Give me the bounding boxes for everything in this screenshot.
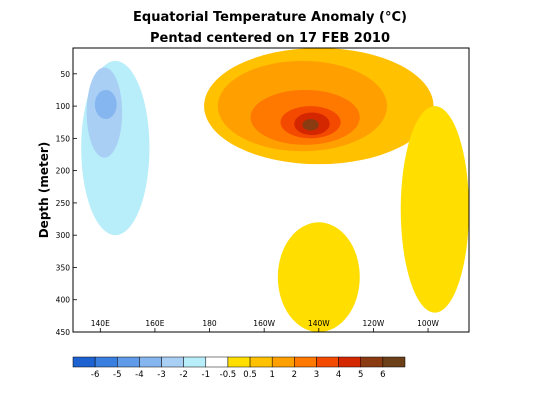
- colorbar-swatch: [382, 356, 406, 368]
- y-tick-label: 200: [56, 167, 71, 176]
- colorbar-swatch: [316, 356, 339, 368]
- plot-area: [72, 47, 470, 333]
- colorbar-label: 5: [358, 370, 363, 380]
- colorbar-swatch: [294, 356, 317, 368]
- colorbar-label: 4: [336, 370, 341, 380]
- colorbar-label: -6: [91, 370, 99, 380]
- y-tick-label: 150: [56, 134, 71, 143]
- colorbar-swatch: [338, 356, 361, 368]
- colorbar-label: -2: [179, 370, 187, 380]
- y-tick-label: 50: [60, 70, 70, 79]
- anomaly-layer: [81, 48, 469, 332]
- colorbar-label: -1: [202, 370, 210, 380]
- x-tick-label: 140W: [308, 319, 330, 328]
- colorbar-swatch: [72, 356, 96, 368]
- colorbar-label: 3: [314, 370, 319, 380]
- y-tick-label: 250: [56, 199, 71, 208]
- colorbar-label: 2: [292, 370, 297, 380]
- colorbar: -6 -5 -4 -3 -2 -1 -0.5 0.5 1 2 3 4 5 6: [72, 356, 406, 380]
- y-tick-label: 300: [56, 231, 71, 240]
- colorbar-swatch: [205, 356, 229, 368]
- colorbar-swatch: [117, 356, 140, 368]
- colorbar-swatch: [161, 356, 184, 368]
- colorbar-label: 1: [269, 370, 274, 380]
- y-axis: 50 100 150 200 250 300 350 400 450: [56, 70, 77, 337]
- x-axis: 140E 160E 180 160W 140W 120W 100W: [91, 319, 439, 332]
- x-tick-label: 140E: [91, 319, 110, 328]
- colorbar-swatch: [271, 356, 295, 368]
- y-tick-label: 450: [56, 328, 71, 337]
- plot-frame: [72, 47, 470, 333]
- anomaly-region-8: [302, 119, 319, 131]
- colorbar-label: -4: [135, 370, 143, 380]
- x-tick-label: 100W: [417, 319, 439, 328]
- chart-title: Equatorial Temperature Anomaly (°C): [133, 10, 407, 25]
- colorbar-swatch: [360, 356, 384, 368]
- colorbar-label: -5: [113, 370, 121, 380]
- chart-subtitle: Pentad centered on 17 FEB 2010: [150, 31, 390, 46]
- colorbar-label: 0.5: [243, 370, 257, 380]
- x-tick-label: 180: [202, 319, 217, 328]
- y-tick-label: 350: [56, 263, 71, 272]
- colorbar-swatch: [249, 356, 273, 368]
- x-tick-label: 160E: [145, 319, 164, 328]
- colorbar-label: -0.5: [220, 370, 237, 380]
- colorbar-label: 6: [380, 370, 385, 380]
- x-tick-label: 160W: [253, 319, 275, 328]
- colorbar-swatch: [139, 356, 162, 368]
- y-axis-label: Depth (meter): [37, 142, 51, 239]
- anomaly-region-2: [94, 89, 117, 119]
- colorbar-swatch: [183, 356, 207, 368]
- x-tick-label: 120W: [363, 319, 385, 328]
- y-tick-label: 400: [56, 296, 71, 305]
- colorbar-swatch: [227, 356, 251, 368]
- y-tick-label: 100: [56, 102, 71, 111]
- anomaly-region-9: [400, 106, 469, 313]
- anomaly-region-10: [277, 222, 360, 332]
- colorbar-label: -3: [157, 370, 165, 380]
- colorbar-swatch: [94, 356, 118, 368]
